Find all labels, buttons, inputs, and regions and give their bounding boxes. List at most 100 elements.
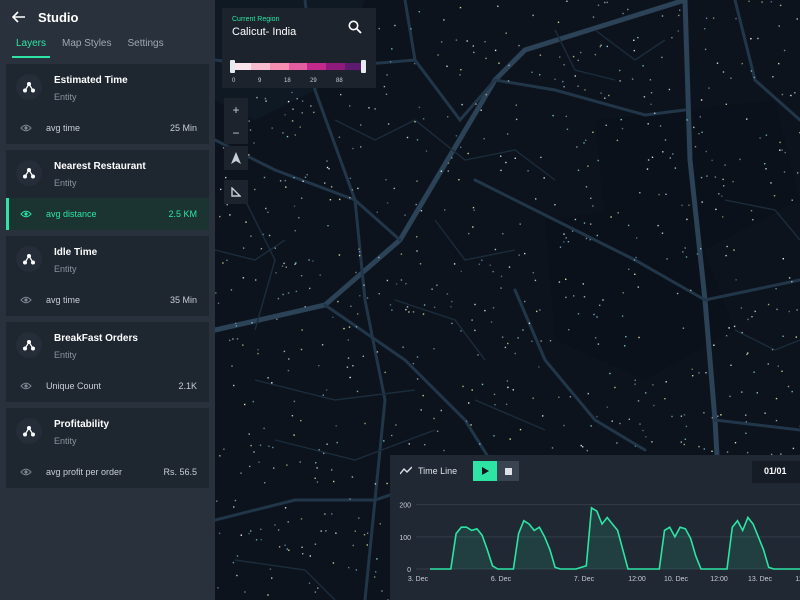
legend-color-scale — [232, 63, 365, 70]
y-tick-label: 0 — [407, 567, 411, 574]
layer-type: Entity — [54, 350, 77, 360]
legend-color-step — [269, 63, 289, 70]
compass-button[interactable] — [224, 146, 248, 170]
layer-type: Entity — [54, 436, 77, 446]
timeline-header: Time Line — [390, 455, 800, 487]
layer-card-estimated-time[interactable]: Estimated Time Entity avg time 25 Min — [6, 64, 209, 144]
layer-value: Rs. 56.5 — [163, 467, 197, 477]
layer-value: 25 Min — [169, 123, 197, 133]
timeline-date[interactable]: 01/01 — [752, 461, 800, 483]
sidebar-title: Studio — [38, 9, 79, 25]
sidebar-tabs: Layers Map Styles Settings — [0, 34, 215, 58]
series-line — [430, 506, 800, 570]
x-tick-label: 13. Dec — [748, 576, 773, 583]
x-tick-label: 12:00 — [710, 576, 728, 583]
legend-tick: 9 — [258, 78, 262, 84]
layer-card-profitability[interactable]: Profitability Entity avg profit per orde… — [6, 408, 209, 488]
search-icon — [348, 20, 362, 34]
compass-arrow-icon — [231, 152, 241, 164]
layer-metric: avg profit per order — [46, 467, 123, 477]
legend-color-step — [250, 63, 270, 70]
eye-icon[interactable] — [20, 380, 32, 392]
sidebar-header: Studio — [0, 0, 215, 34]
layer-node-icon — [16, 418, 42, 444]
legend-color-step — [326, 63, 346, 70]
layer-name: Profitability — [54, 419, 110, 430]
eye-icon[interactable] — [20, 208, 32, 220]
legend-color-step — [232, 63, 251, 70]
eye-icon[interactable] — [20, 294, 32, 306]
layer-name: Nearest Restaurant — [54, 161, 146, 172]
layer-metric: avg time — [46, 123, 81, 133]
x-tick-label: 3. Dec — [408, 576, 429, 583]
stop-button[interactable] — [497, 461, 520, 481]
layer-name: BreakFast Orders — [54, 333, 138, 344]
stop-icon — [504, 467, 512, 475]
tab-map-styles[interactable]: Map Styles — [62, 38, 112, 49]
x-tick-label: 6. Dec — [491, 576, 512, 583]
layer-card-nearest-restaurant[interactable]: Nearest Restaurant Entity avg distance 2… — [6, 150, 209, 230]
x-tick-label: 12:00 — [795, 576, 800, 583]
series-area — [430, 507, 800, 569]
timeline-panel: Time Line 01/01 0 100 200 3. Dec 6. Dec 7. De… — [390, 455, 800, 600]
layer-node-icon — [16, 74, 42, 100]
legend-tick: 88 — [336, 78, 343, 84]
draw-tool-button[interactable] — [224, 180, 248, 204]
x-tick-label: 7. Dec — [574, 576, 595, 583]
layer-node-icon — [16, 160, 42, 186]
layer-metric-row: avg profit per order Rs. 56.5 — [6, 456, 209, 488]
zoom-out-button[interactable]: − — [232, 125, 240, 140]
layer-metric-row: avg time 25 Min — [6, 112, 209, 144]
timeline-title: Time Line — [418, 466, 458, 476]
layer-list: Estimated Time Entity avg time 25 Min — [0, 58, 215, 488]
layer-card-breakfast-orders[interactable]: BreakFast Orders Entity Unique Count 2.1… — [6, 322, 209, 402]
timeline-chart[interactable]: 0 100 200 3. Dec 6. Dec 7. Dec 12:00 10. Dec 12:… — [390, 487, 800, 600]
layer-value: 35 Min — [169, 295, 197, 305]
layer-node-icon — [16, 246, 42, 272]
x-tick-label: 10. Dec — [664, 576, 689, 583]
draw-corner-icon — [231, 187, 241, 197]
x-tick-label: 12:00 — [628, 576, 646, 583]
back-button[interactable] — [10, 8, 28, 26]
layer-type: Entity — [54, 264, 77, 274]
layer-metric-row: avg distance 2.5 KM — [6, 198, 209, 230]
legend-max-handle[interactable] — [361, 60, 366, 73]
legend-tick: 29 — [310, 78, 317, 84]
region-panel: Current Region Calicut- India 0 9 18 29 … — [222, 8, 376, 88]
layer-metric: avg time — [46, 295, 81, 305]
layer-type: Entity — [54, 178, 77, 188]
zoom-in-button[interactable]: + — [232, 102, 240, 117]
layer-name: Estimated Time — [54, 75, 128, 86]
legend-tick: 0 — [232, 78, 236, 84]
arrow-left-icon — [12, 11, 25, 23]
zoom-controls: + − — [224, 98, 248, 144]
layer-name: Idle Time — [54, 247, 98, 258]
layer-value: 2.5 KM — [168, 209, 197, 219]
legend-color-step — [345, 63, 365, 70]
sidebar: Studio Layers Map Styles Settings Estima… — [0, 0, 215, 600]
eye-icon[interactable] — [20, 466, 32, 478]
region-label: Current Region — [232, 16, 280, 23]
layer-node-icon — [16, 332, 42, 358]
layer-metric-row: Unique Count 2.1K — [6, 370, 209, 402]
search-button[interactable] — [348, 20, 362, 34]
tab-layers[interactable]: Layers — [8, 34, 54, 58]
legend-color-step — [307, 63, 327, 70]
tab-settings[interactable]: Settings — [127, 38, 164, 49]
layer-metric: avg distance — [46, 209, 97, 219]
layer-value: 2.1K — [178, 381, 197, 391]
layer-type: Entity — [54, 92, 77, 102]
trend-line-icon — [400, 466, 412, 475]
layer-card-idle-time[interactable]: Idle Time Entity avg time 35 Min — [6, 236, 209, 316]
play-icon — [481, 467, 489, 475]
play-button[interactable] — [473, 461, 498, 481]
layer-metric: Unique Count — [46, 381, 102, 391]
region-name: Calicut- India — [232, 26, 297, 38]
legend-min-handle[interactable] — [230, 60, 235, 73]
legend-tick: 18 — [284, 78, 291, 84]
eye-icon[interactable] — [20, 122, 32, 134]
y-tick-label: 100 — [399, 535, 411, 542]
legend-color-step — [288, 63, 308, 70]
layer-metric-row: avg time 35 Min — [6, 284, 209, 316]
